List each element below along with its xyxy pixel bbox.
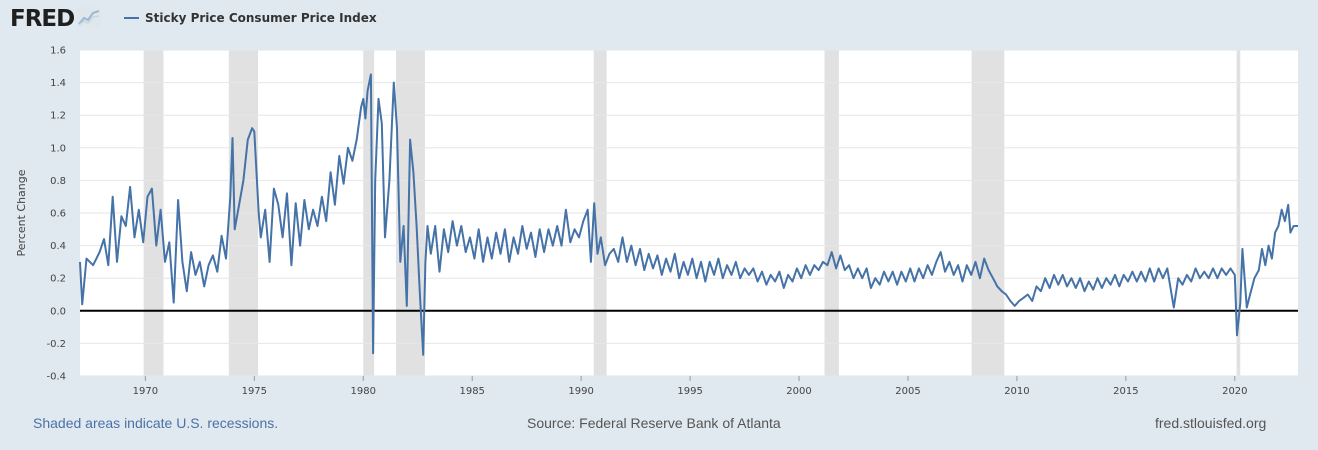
- chart: -0.4 -0.2 0.0 0.2 0.4 0.6 0.8 1.0 1.2 1.4 1.6 1970 1…: [15, 46, 1298, 397]
- y-tick-label: 0.4: [50, 241, 66, 252]
- fred-logo-text: FRED: [10, 6, 75, 32]
- y-tick-label: -0.4: [46, 372, 66, 383]
- x-tick-label: 1970: [133, 386, 158, 397]
- x-tick-label: 2020: [1222, 386, 1247, 397]
- y-tick-label: 0.2: [50, 274, 66, 285]
- y-tick-label: 1.4: [50, 78, 66, 89]
- x-tick-label: 1995: [677, 386, 702, 397]
- y-tick-label: 1.2: [50, 111, 66, 122]
- site-link[interactable]: fred.stlouisfed.org: [1155, 415, 1267, 431]
- y-tick-label: 0.6: [50, 209, 66, 220]
- series-line: [79, 73, 1298, 356]
- x-tick-label: 2005: [895, 386, 920, 397]
- fred-logo[interactable]: FRED: [10, 6, 102, 32]
- x-tick-label: 1980: [351, 386, 376, 397]
- x-tick-label: 1985: [459, 386, 484, 397]
- line-graph-icon: [77, 6, 102, 32]
- x-tick-label: 2000: [786, 386, 811, 397]
- y-axis-label: Percent Change: [15, 169, 28, 256]
- recession-note[interactable]: Shaded areas indicate U.S. recessions.: [33, 415, 279, 431]
- y-tick-label: 1.0: [50, 143, 66, 154]
- x-tick-label: 2010: [1004, 386, 1029, 397]
- legend-label: Sticky Price Consumer Price Index: [145, 11, 377, 25]
- y-tick-label: 0.0: [50, 306, 66, 317]
- x-tick-label: 1990: [568, 386, 593, 397]
- y-tick-label: 1.6: [50, 46, 66, 57]
- y-tick-label: 0.8: [50, 176, 66, 187]
- chart-legend: Sticky Price Consumer Price Index: [124, 11, 377, 25]
- x-tick-label: 2015: [1113, 386, 1138, 397]
- source-note: Source: Federal Reserve Bank of Atlanta: [527, 415, 781, 431]
- legend-swatch: [124, 17, 139, 19]
- x-tick-label: 1975: [242, 386, 267, 397]
- y-tick-label: -0.2: [46, 339, 66, 350]
